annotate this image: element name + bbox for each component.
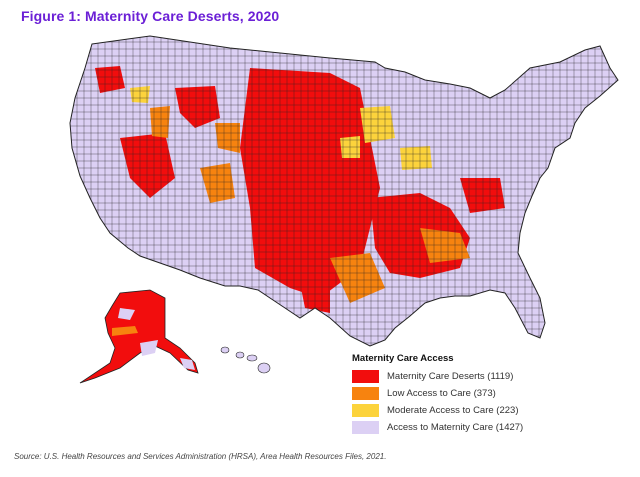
legend-swatch-yellow xyxy=(352,404,379,417)
hawaii-region xyxy=(220,346,271,374)
legend-item-access: Access to Maternity Care (1427) xyxy=(352,419,582,436)
legend-label: Maternity Care Deserts (1119) xyxy=(387,371,514,382)
legend-item-moderate-access: Moderate Access to Care (223) xyxy=(352,402,582,419)
alaska-region xyxy=(79,289,199,384)
legend-item-low-access: Low Access to Care (373) xyxy=(352,385,582,402)
map-legend: Maternity Care Access Maternity Care Des… xyxy=(352,353,582,436)
legend-label: Access to Maternity Care (1427) xyxy=(387,422,524,433)
legend-label: Low Access to Care (373) xyxy=(387,388,496,399)
legend-swatch-red xyxy=(352,370,379,383)
figure-title: Figure 1: Maternity Care Deserts, 2020 xyxy=(21,8,280,24)
legend-swatch-lavender xyxy=(352,421,379,434)
legend-item-deserts: Maternity Care Deserts (1119) xyxy=(352,368,582,385)
us-county-map xyxy=(0,28,640,428)
legend-label: Moderate Access to Care (223) xyxy=(387,405,519,416)
legend-title: Maternity Care Access xyxy=(352,353,454,364)
legend-swatch-orange xyxy=(352,387,379,400)
source-note: Source: U.S. Health Resources and Servic… xyxy=(14,452,387,461)
